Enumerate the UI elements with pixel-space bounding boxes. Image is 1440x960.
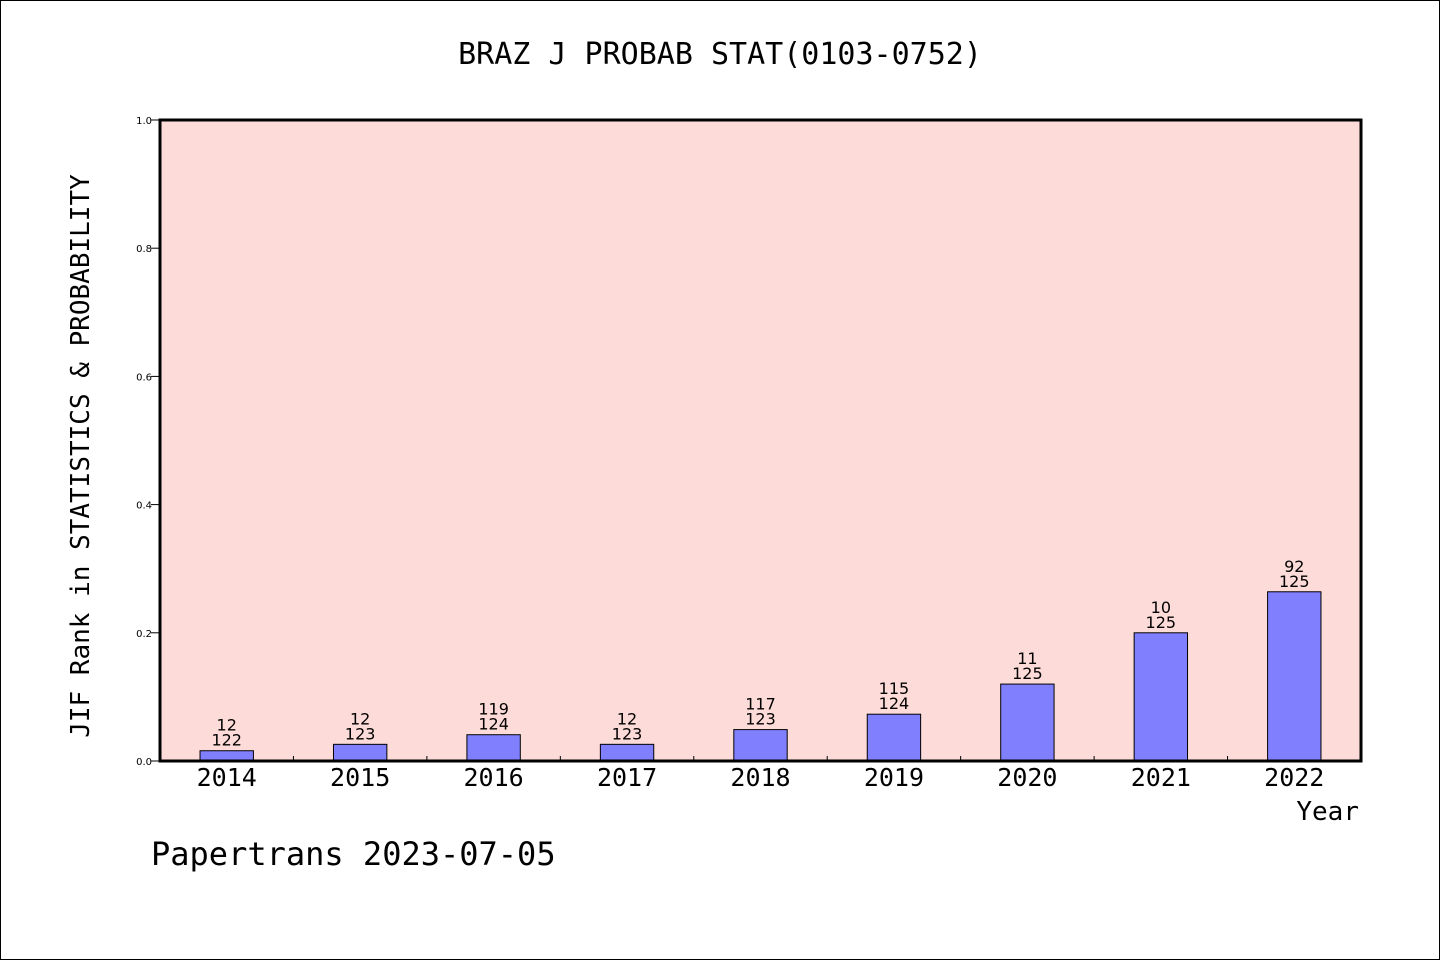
bar-total-label: 125 [1279, 572, 1310, 591]
bar [199, 750, 254, 762]
bar-rank-label: 12 [617, 709, 637, 728]
y-tick-label: 0.6 [136, 372, 152, 383]
bar-rank-label: 117 [745, 695, 776, 714]
bar [466, 734, 521, 762]
bar-rank-label: 11 [1017, 649, 1037, 668]
bar-rank-label: 12 [217, 716, 237, 735]
x-tick-label: 2019 [864, 763, 924, 792]
x-axis-label: Year [1296, 797, 1359, 827]
x-tick-label: 2021 [1131, 763, 1191, 792]
footer-credit: Papertrans 2023-07-05 [151, 835, 556, 873]
y-tick-label: 1.0 [136, 116, 152, 127]
bar [866, 713, 922, 762]
x-tick-label: 2018 [730, 763, 790, 792]
bar [1000, 683, 1055, 762]
x-tick-label: 2022 [1264, 763, 1324, 792]
bar-total-label: 123 [745, 710, 776, 729]
y-tick-label: 0.4 [136, 501, 152, 512]
x-tick-label: 2020 [997, 763, 1057, 792]
bar [332, 743, 388, 762]
x-tick-label: 2017 [597, 763, 657, 792]
bar-total-label: 123 [345, 724, 376, 743]
bar-rank-label: 119 [478, 700, 509, 719]
bar-total-label: 124 [478, 715, 509, 734]
y-tick-label: 0.8 [136, 244, 152, 255]
bar-total-label: 122 [211, 731, 242, 750]
bar-total-label: 124 [879, 694, 910, 713]
chart-title: BRAZ J PROBAB STAT(0103-0752) [458, 37, 982, 72]
bar-rank-label: 10 [1151, 598, 1171, 617]
bar-rank-label: 92 [1284, 557, 1304, 576]
bar-rank-label: 12 [350, 709, 370, 728]
bar-total-label: 125 [1146, 613, 1177, 632]
x-tick-label: 2014 [197, 763, 257, 792]
bar-rank-label: 115 [879, 679, 910, 698]
plot-border [158, 118, 1363, 763]
bar-total-label: 125 [1012, 664, 1043, 683]
bar-total-label: 123 [612, 724, 643, 743]
y-tick-label: 0.2 [136, 629, 152, 640]
bar [1133, 632, 1189, 762]
bar [733, 729, 788, 762]
bar [599, 743, 655, 762]
x-tick-label: 2016 [464, 763, 524, 792]
x-tick-label: 2015 [330, 763, 390, 792]
y-tick-label: 0.0 [136, 757, 152, 768]
bar [1267, 591, 1322, 762]
